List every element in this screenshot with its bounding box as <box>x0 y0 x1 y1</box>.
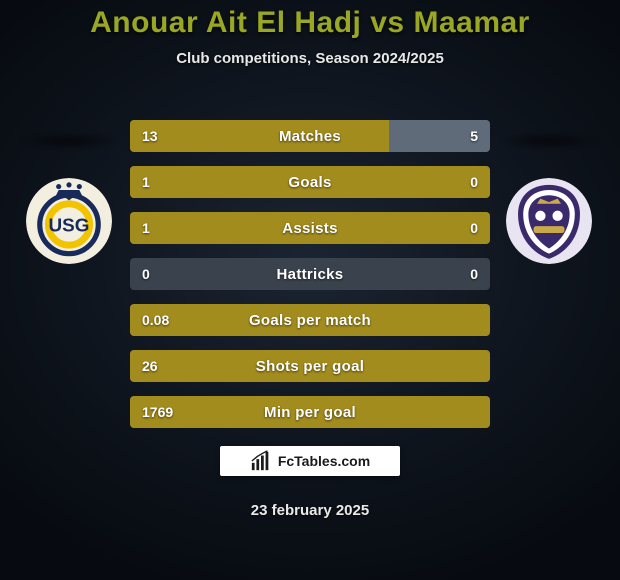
title-player2: Maamar <box>413 6 529 39</box>
stat-fill-left <box>130 350 490 382</box>
stat-fill-left <box>130 396 490 428</box>
union-sg-badge-svg: USG <box>26 178 112 264</box>
stat-row: Shots per goal26 <box>130 350 490 382</box>
stat-row: Hattricks0 0 <box>130 258 490 290</box>
stat-value-left: 13 <box>142 128 158 144</box>
stat-value-left: 26 <box>142 358 158 374</box>
svg-text:USG: USG <box>49 215 90 236</box>
stat-fill-left <box>130 304 490 336</box>
date-text: 23 february 2025 <box>0 502 620 519</box>
stat-fill-left <box>130 212 490 244</box>
stat-fill-left <box>130 120 389 152</box>
stat-value-left: 0.08 <box>142 312 169 328</box>
title-player1: Anouar Ait El Hadj <box>90 6 361 39</box>
brand-box: FcTables.com <box>220 446 400 476</box>
stat-row: Assists10 <box>130 212 490 244</box>
stat-fill-left <box>130 166 490 198</box>
stat-row: Goals per match0.08 <box>130 304 490 336</box>
stat-value-left: 0 <box>142 266 150 282</box>
stat-value-right: 5 <box>470 128 478 144</box>
page-title: Anouar Ait El Hadj vs Maamar <box>0 6 620 40</box>
stat-value-left: 1769 <box>142 404 173 420</box>
badge-shadow-left <box>18 132 120 150</box>
title-vs: vs <box>370 6 404 39</box>
stat-label: Hattricks <box>130 266 490 283</box>
brand-text: FcTables.com <box>278 453 370 469</box>
stat-value-right: 0 <box>470 220 478 236</box>
subtitle: Club competitions, Season 2024/2025 <box>0 50 620 67</box>
stat-value-left: 1 <box>142 174 150 190</box>
stat-value-right: 0 <box>470 174 478 190</box>
stat-value-left: 1 <box>142 220 150 236</box>
stat-row: Matches135 <box>130 120 490 152</box>
card-container: Anouar Ait El Hadj vs Maamar Club compet… <box>0 0 620 580</box>
stat-value-right: 0 <box>470 266 478 282</box>
stats-table: Matches135Goals10Assists10Hattricks00Goa… <box>130 120 490 428</box>
union-sg-badge: USG <box>26 178 112 264</box>
anderlecht-badge-svg <box>506 178 592 264</box>
bar-chart-icon <box>250 450 272 472</box>
stat-row: Min per goal1769 <box>130 396 490 428</box>
stat-row: Goals10 <box>130 166 490 198</box>
badge-shadow-right <box>498 132 600 150</box>
anderlecht-badge <box>506 178 592 264</box>
